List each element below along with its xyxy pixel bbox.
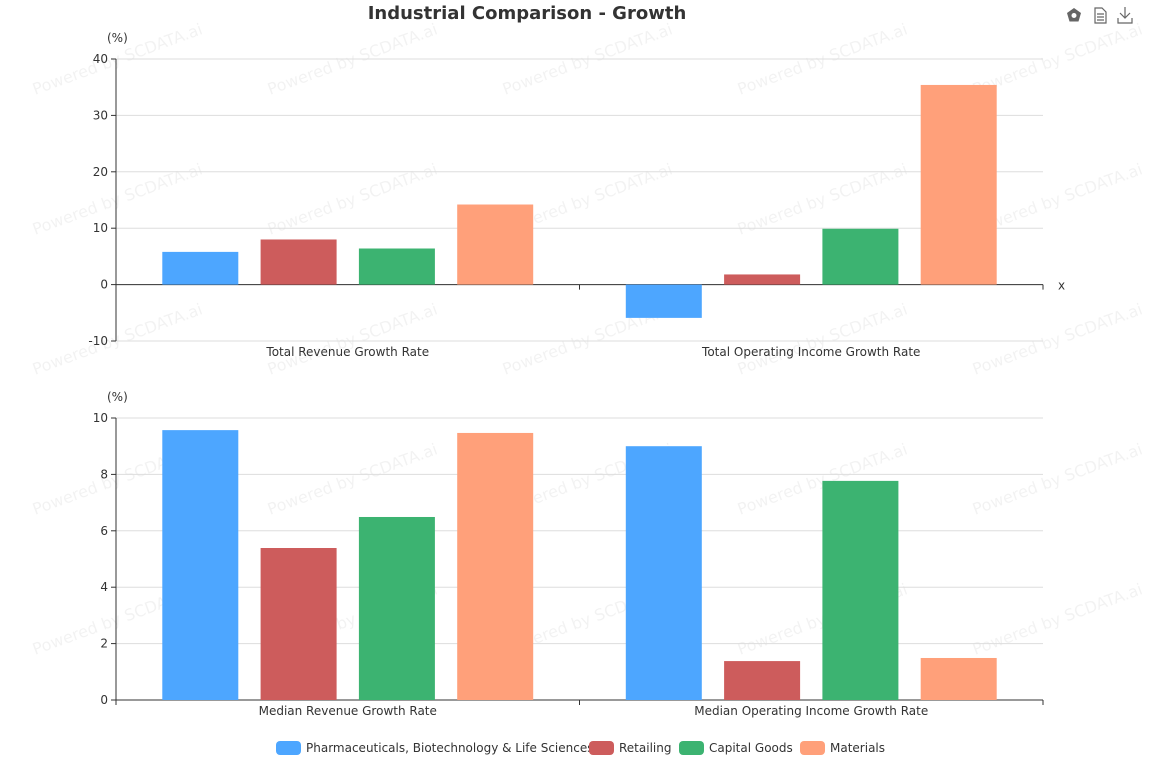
legend-swatch (679, 741, 704, 755)
bar[interactable] (260, 548, 337, 700)
watermark-text: Powered by SCDATA.ai (30, 300, 205, 379)
chart-title: Industrial Comparison - Growth (368, 3, 687, 24)
bar[interactable] (822, 228, 899, 285)
legend-item[interactable]: Retailing (589, 741, 671, 755)
bar[interactable] (162, 430, 239, 700)
toolbar (1067, 7, 1133, 24)
legend-label: Pharmaceuticals, Biotechnology & Life Sc… (306, 741, 594, 755)
legend-item[interactable]: Pharmaceuticals, Biotechnology & Life Sc… (276, 741, 594, 755)
legend: Pharmaceuticals, Biotechnology & Life Sc… (276, 741, 885, 755)
restore-icon[interactable] (1067, 8, 1081, 22)
legend-swatch (800, 741, 825, 755)
legend-label: Materials (830, 741, 885, 755)
x-category-label: Total Operating Income Growth Rate (701, 345, 920, 359)
bar[interactable] (724, 661, 801, 700)
legend-swatch (589, 741, 614, 755)
y-axis-label: (%) (107, 31, 128, 45)
watermark-text: Powered by SCDATA.ai (970, 440, 1145, 519)
watermark-text: Powered by SCDATA.ai (265, 300, 440, 379)
legend-label: Retailing (619, 741, 671, 755)
bar[interactable] (162, 251, 239, 285)
watermark-text: Powered by SCDATA.ai (970, 580, 1145, 659)
chart-panel-2: 0 2 4 6 8 10 (%) Median Revenue Growth Rate Medi… (93, 390, 1044, 718)
y-tick-label: 0 (100, 278, 108, 292)
y-tick-label: 30 (93, 108, 108, 122)
bar[interactable] (625, 446, 702, 700)
y-tick-label: 8 (100, 467, 108, 481)
bar[interactable] (358, 516, 435, 700)
chart-panel-1: -10 0 10 20 30 40 (%) x Total Revenue Growth Rat… (88, 31, 1065, 359)
bar[interactable] (358, 248, 435, 285)
bar[interactable] (822, 480, 899, 700)
download-icon-shape (1117, 7, 1133, 24)
data-view-icon[interactable] (1094, 7, 1107, 24)
download-icon[interactable] (1117, 7, 1133, 24)
bar[interactable] (457, 204, 534, 285)
bar[interactable] (625, 284, 702, 318)
watermark-text: Powered by SCDATA.ai (970, 300, 1145, 379)
y-tick-label: 2 (100, 637, 108, 651)
x-axis-label: x (1058, 279, 1065, 293)
y-tick-label: 6 (100, 524, 108, 538)
bar[interactable] (920, 84, 997, 285)
legend-item[interactable]: Capital Goods (679, 741, 793, 755)
y-tick-label: -10 (88, 334, 108, 348)
legend-label: Capital Goods (709, 741, 793, 755)
bar[interactable] (260, 239, 337, 285)
restore-icon-dot (1071, 13, 1077, 18)
watermark-text: Powered by SCDATA.ai (735, 300, 910, 379)
data-view-icon-shape (1094, 7, 1107, 24)
x-category-label: Median Operating Income Growth Rate (694, 704, 928, 718)
y-tick-label: 10 (93, 221, 108, 235)
y-tick-label: 4 (100, 580, 108, 594)
y-tick-label: 10 (93, 411, 108, 425)
x-category-label: Median Revenue Growth Rate (259, 704, 437, 718)
y-axis-label: (%) (107, 390, 128, 404)
y-tick-label: 20 (93, 165, 108, 179)
bar[interactable] (920, 657, 997, 700)
bar[interactable] (724, 274, 801, 285)
bar[interactable] (457, 432, 534, 700)
legend-item[interactable]: Materials (800, 741, 885, 755)
y-tick-label: 0 (100, 693, 108, 707)
legend-swatch (276, 741, 301, 755)
watermark-text: Powered by SCDATA.ai (265, 440, 440, 519)
x-category-label: Total Revenue Growth Rate (265, 345, 429, 359)
y-tick-label: 40 (93, 52, 108, 66)
